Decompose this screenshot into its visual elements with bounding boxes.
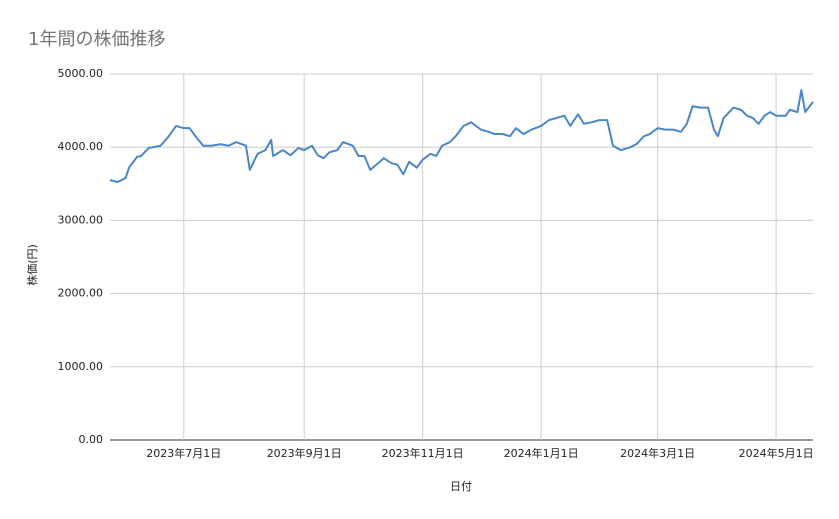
x-tick-label: 2023年9月1日 (267, 446, 342, 460)
y-tick-label: 2000.00 (58, 287, 104, 300)
y-tick-label: 5000.00 (58, 67, 104, 80)
y-axis-label: 株価(円) (25, 244, 39, 286)
y-tick-label: 1000.00 (58, 360, 104, 373)
x-axis-label: 日付 (450, 480, 472, 493)
x-tick-label: 2023年7月1日 (146, 446, 221, 460)
x-tick-label: 2024年1月1日 (504, 446, 579, 460)
chart-title: 1年間の株価推移 (28, 29, 165, 50)
x-tick-label: 2023年11月1日 (382, 446, 464, 460)
y-tick-label: 3000.00 (58, 213, 104, 226)
x-tick-label: 2024年3月1日 (620, 446, 695, 460)
y-tick-label: 0.00 (79, 433, 104, 446)
y-tick-label: 4000.00 (58, 140, 104, 153)
line-series (109, 89, 814, 183)
x-tick-label: 2024年5月1日 (739, 446, 814, 460)
